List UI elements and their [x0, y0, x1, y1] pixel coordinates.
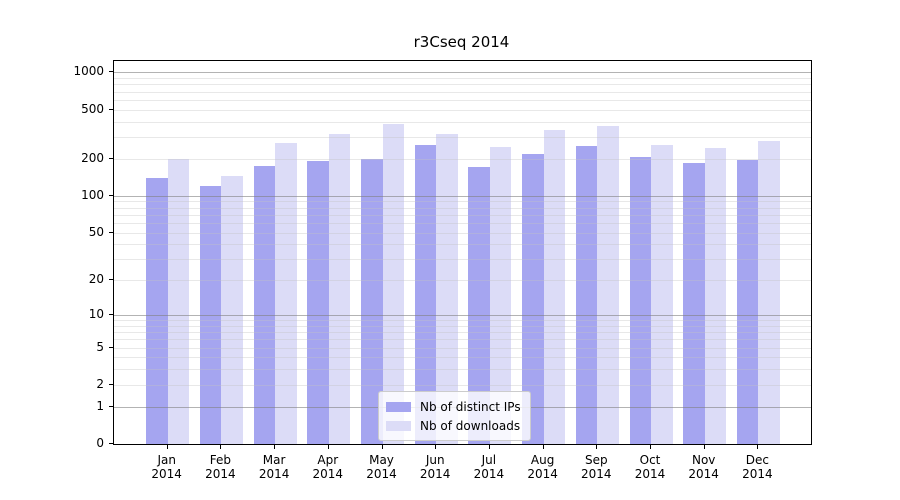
bar-ips-apr — [307, 161, 329, 444]
legend-swatch-ips — [386, 401, 411, 412]
legend: Nb of distinct IPs Nb of downloads — [378, 391, 531, 441]
bar-ips-mar — [253, 165, 276, 444]
x-tick-mark-dec — [757, 444, 759, 449]
bar-downloads-oct — [651, 144, 673, 444]
bar-downloads-nov — [704, 147, 727, 444]
bar-ips-jun — [414, 144, 437, 444]
y-tick-label-1: 1 — [96, 398, 104, 413]
bar-ips-feb — [199, 186, 222, 444]
y-tick-mark-10 — [109, 314, 114, 315]
legend-row-downloads: Nb of downloads — [386, 416, 521, 435]
y-tick-label-10: 10 — [88, 307, 104, 321]
x-tick-label-aug: Aug 2014 — [527, 453, 558, 481]
chart-title: r3Cseq 2014 — [413, 33, 510, 51]
bar-ips-oct — [629, 157, 651, 444]
plot-area: Nb of distinct IPs Nb of downloads — [113, 60, 812, 445]
y-tick-label-50: 50 — [88, 224, 104, 239]
y-tick-label-500: 500 — [81, 101, 104, 116]
bar-downloads-mar — [275, 142, 297, 444]
bar-downloads-apr — [328, 134, 351, 444]
legend-row-ips: Nb of distinct IPs — [386, 397, 521, 416]
legend-label-ips: Nb of distinct IPs — [420, 399, 521, 414]
bar-ips-sep — [575, 145, 598, 444]
bar-ips-aug — [522, 153, 544, 444]
bars-layer — [114, 61, 811, 444]
x-tick-mark-oct — [650, 444, 651, 449]
y-tick-mark-0 — [109, 443, 114, 444]
y-tick-label-200: 200 — [81, 150, 104, 165]
bar-downloads-jun — [436, 133, 458, 444]
x-tick-label-jun: Jun 2014 — [419, 453, 451, 481]
x-tick-label-sep: Sep 2014 — [581, 453, 612, 481]
x-tick-mark-apr — [327, 444, 329, 449]
legend-swatch-downloads — [386, 420, 411, 431]
y-tick-mark-100 — [109, 194, 114, 196]
y-tick-mark-20 — [109, 279, 114, 281]
x-tick-mark-jan — [166, 444, 168, 449]
x-tick-label-mar: Mar 2014 — [258, 453, 290, 481]
x-tick-mark-mar — [274, 444, 276, 449]
x-tick-label-feb: Feb 2014 — [205, 453, 236, 481]
x-tick-label-oct: Oct 2014 — [634, 453, 666, 481]
bar-downloads-jan — [167, 158, 190, 444]
y-tick-mark-50 — [109, 231, 114, 233]
x-tick-mark-feb — [220, 444, 222, 449]
x-tick-label-nov: Nov 2014 — [688, 453, 719, 481]
x-axis: Jan 2014 Feb 2014 Mar 2014 Apr 2014 May 2014… — [113, 443, 810, 493]
x-tick-label-may: May 2014 — [366, 453, 397, 481]
y-tick-label-2: 2 — [96, 376, 104, 391]
x-tick-mark-nov — [703, 444, 705, 449]
bar-ips-jul — [468, 167, 490, 444]
y-tick-label-5: 5 — [96, 339, 104, 354]
bar-ips-jan — [146, 177, 168, 444]
bar-ips-nov — [683, 162, 705, 444]
legend-label-downloads: Nb of downloads — [420, 418, 521, 433]
bar-downloads-aug — [543, 130, 566, 444]
bar-downloads-may — [382, 124, 404, 444]
x-tick-mark-sep — [596, 444, 598, 449]
y-tick-label-1000: 1000 — [73, 64, 104, 79]
y-tick-mark-200 — [109, 157, 114, 159]
bar-downloads-jul — [489, 146, 512, 444]
x-tick-mark-aug — [542, 444, 544, 449]
bar-downloads-sep — [597, 126, 619, 444]
bar-downloads-feb — [221, 175, 243, 444]
x-tick-label-jul: Jul 2014 — [473, 453, 505, 481]
x-tick-mark-may — [381, 444, 383, 449]
y-tick-label-0: 0 — [96, 436, 104, 450]
y-tick-mark-1000 — [109, 71, 114, 73]
y-tick-label-100: 100 — [81, 187, 104, 202]
y-tick-mark-5 — [109, 346, 114, 348]
bar-ips-may — [361, 158, 383, 444]
y-tick-mark-500 — [109, 108, 114, 110]
x-tick-label-jan: Jan 2014 — [151, 453, 182, 481]
x-tick-mark-jun — [435, 444, 437, 449]
x-tick-label-dec: Dec 2014 — [742, 453, 773, 481]
bar-ips-dec — [736, 160, 759, 444]
y-tick-mark-2 — [109, 383, 114, 385]
y-tick-label-20: 20 — [88, 272, 104, 287]
y-axis: 0 1 2 5 10 20 50 100 200 500 1000 — [0, 60, 114, 450]
bar-downloads-dec — [758, 140, 780, 444]
x-tick-label-apr: Apr 2014 — [312, 453, 344, 481]
x-tick-mark-jul — [488, 444, 490, 449]
y-tick-mark-1 — [109, 405, 114, 407]
